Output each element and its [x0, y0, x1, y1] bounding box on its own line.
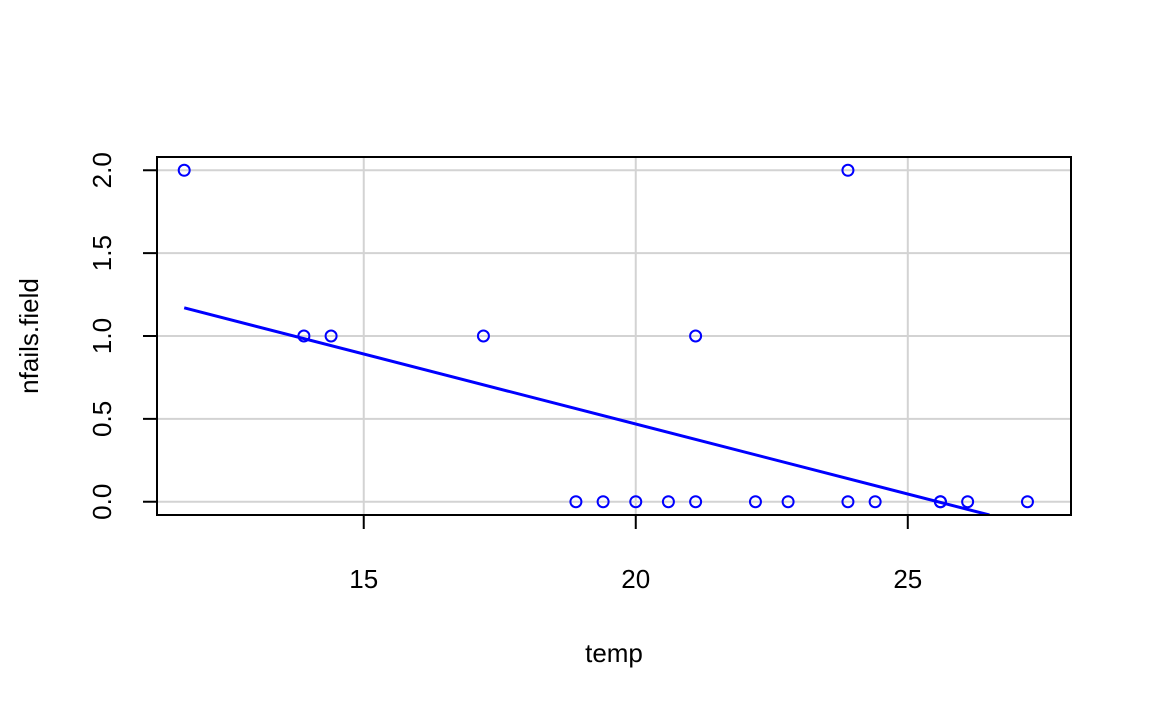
data-point	[841, 495, 855, 509]
data-point	[933, 495, 947, 509]
y-tick-label: 0.0	[87, 484, 117, 520]
y-tick-label: 1.5	[87, 235, 117, 271]
data-point	[629, 495, 643, 509]
data-point	[569, 495, 583, 509]
y-tick-label: 1.0	[87, 318, 117, 354]
fit-line	[183, 306, 990, 515]
x-tick-label: 15	[349, 564, 378, 594]
data-point	[596, 495, 610, 509]
y-tick-label: 0.5	[87, 401, 117, 437]
x-axis-label: temp	[585, 638, 643, 668]
data-point	[661, 495, 675, 509]
data-point	[689, 329, 703, 343]
data-point	[297, 329, 311, 343]
x-tick-label: 20	[621, 564, 650, 594]
data-point	[841, 163, 855, 177]
data-point	[324, 329, 338, 343]
data-point	[476, 329, 490, 343]
data-point	[961, 495, 975, 509]
y-tick-label: 2.0	[87, 152, 117, 188]
data-point	[868, 495, 882, 509]
y-axis-label: nfails.field	[14, 278, 44, 394]
data-point	[748, 495, 762, 509]
data-point	[177, 163, 191, 177]
data-point	[1020, 495, 1034, 509]
data-point	[781, 495, 795, 509]
data-points	[177, 163, 1034, 509]
y-axis: 0.0 0.5 1.0 1.5 2.0	[87, 152, 157, 520]
x-axis: 15 20 25	[349, 515, 922, 594]
data-point	[689, 495, 703, 509]
x-tick-label: 25	[893, 564, 922, 594]
fit-line-layer	[183, 306, 990, 515]
